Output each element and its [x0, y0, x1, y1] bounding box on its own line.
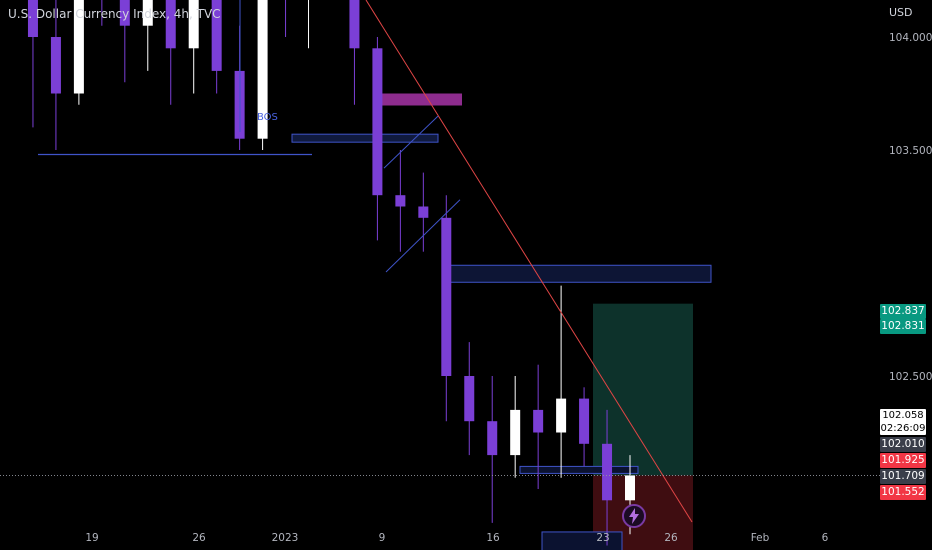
candle-body — [165, 0, 176, 49]
candle-body — [395, 195, 406, 207]
x-tick-label: 26 — [192, 532, 206, 544]
candle-body — [487, 421, 498, 456]
price-tag-entry: 102.010 — [880, 437, 926, 452]
candle-body — [188, 0, 199, 49]
candle-body — [464, 376, 475, 422]
candle-body — [349, 0, 360, 49]
candle-body — [27, 0, 38, 37]
bos-line — [239, 0, 241, 132]
channel-upper — [383, 115, 439, 169]
candle-body — [579, 398, 590, 444]
candles — [27, 0, 635, 546]
y-tick-label: 102.500 — [889, 371, 932, 383]
resistance-box — [444, 264, 712, 283]
y-tick-label: 103.500 — [889, 145, 932, 157]
price-tag-target-bottom: 102.831 — [880, 319, 926, 334]
demand-box-2 — [541, 531, 623, 550]
x-tick-label: 16 — [486, 532, 500, 544]
current-price-value: 102.058 — [882, 410, 924, 421]
candle-body — [50, 37, 61, 94]
x-tick-label: 19 — [85, 532, 98, 544]
supply-zone-2 — [382, 93, 462, 106]
price-tag-stop-1: 101.925 — [880, 453, 926, 468]
x-tick-label: 6 — [822, 532, 829, 544]
chart-title: U.S. Dollar Currency Index, 4h, TVC — [8, 7, 221, 21]
candle-body — [533, 409, 544, 433]
demand-box-1 — [519, 465, 639, 474]
candle-body — [372, 48, 383, 196]
x-axis: 19 26 2023 9 16 23 26 Feb 6 — [85, 532, 828, 544]
y-tick-label: 104.000 — [889, 32, 932, 44]
trendline — [365, 0, 693, 523]
candle-body — [211, 0, 222, 71]
currency-label: USD — [889, 6, 913, 19]
x-tick-label: 2023 — [272, 532, 299, 544]
price-tag-stop-3: 101.552 — [880, 485, 926, 500]
x-tick-label: 23 — [596, 532, 609, 544]
annotation-lines — [0, 0, 880, 523]
candle-body — [142, 0, 153, 26]
x-tick-label: 26 — [664, 532, 678, 544]
price-tag-stop-2: 101.709 — [880, 469, 926, 484]
lightning-icon[interactable] — [622, 504, 646, 528]
channel-lower — [385, 199, 461, 273]
candle-body — [510, 409, 521, 456]
candle-body — [119, 0, 130, 26]
candle-body — [625, 475, 635, 501]
price-tag-current: 102.058 02:26:09 — [880, 409, 926, 435]
price-tag-target-top: 102.837 — [880, 304, 926, 319]
x-tick-label: Feb — [751, 532, 770, 544]
candle-body — [441, 217, 452, 376]
candle-body — [602, 443, 613, 501]
candle-body — [556, 398, 567, 433]
bos-label: BOS — [257, 112, 278, 123]
candle-body — [257, 0, 268, 139]
x-tick-label: 9 — [379, 532, 386, 544]
candle-body — [73, 0, 84, 94]
candle-body — [418, 206, 429, 218]
range-box — [291, 133, 439, 143]
bar-countdown: 02:26:09 — [880, 423, 926, 434]
